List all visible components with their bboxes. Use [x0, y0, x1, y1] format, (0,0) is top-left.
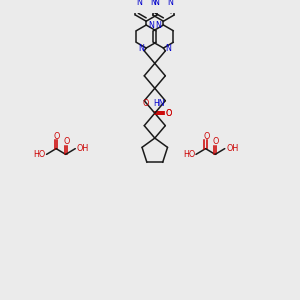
- Text: O: O: [54, 132, 60, 141]
- Text: O: O: [142, 99, 148, 108]
- Text: N: N: [167, 0, 173, 7]
- Text: N: N: [156, 20, 162, 29]
- Text: O: O: [64, 137, 70, 146]
- Text: O: O: [203, 132, 210, 141]
- Text: N: N: [148, 20, 154, 29]
- Text: HO: HO: [183, 150, 195, 159]
- Text: N: N: [136, 0, 142, 7]
- Text: N: N: [138, 44, 144, 52]
- Text: OH: OH: [77, 144, 89, 153]
- Text: O: O: [165, 109, 171, 118]
- Text: HN: HN: [153, 99, 164, 108]
- Text: N: N: [154, 0, 159, 7]
- Text: HO: HO: [34, 150, 46, 159]
- Text: OH: OH: [226, 144, 238, 153]
- Text: N: N: [165, 44, 171, 52]
- Text: O: O: [213, 137, 219, 146]
- Text: O: O: [165, 109, 171, 118]
- Text: N: N: [150, 0, 156, 7]
